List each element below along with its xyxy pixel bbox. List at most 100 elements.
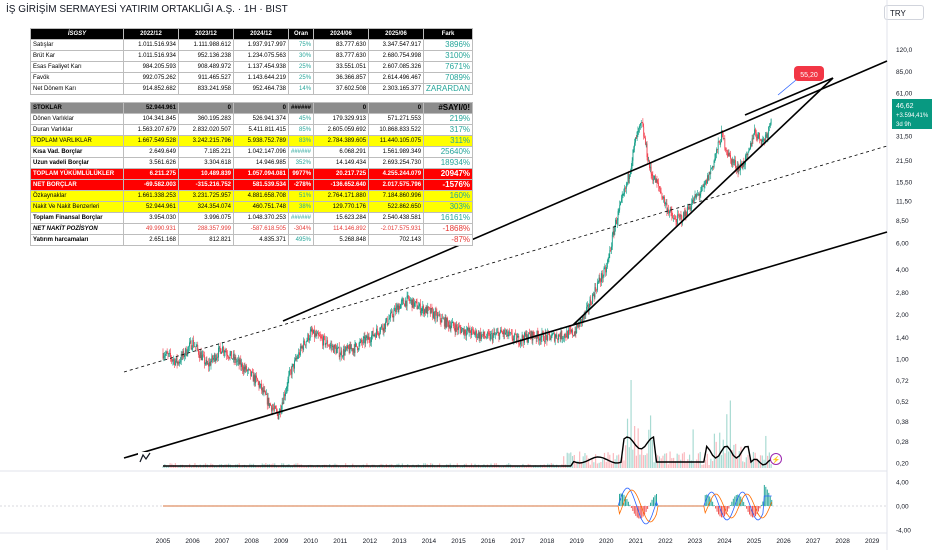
price-candle	[184, 348, 186, 355]
price-candle	[766, 134, 768, 138]
osc-histogram-bar	[757, 506, 759, 512]
wedge-lower-line	[572, 77, 834, 326]
price-candle	[242, 363, 243, 370]
price-candle	[582, 316, 584, 319]
price-candle	[752, 138, 754, 140]
price-candle	[310, 329, 312, 332]
row-value: 6.211.275	[123, 168, 179, 180]
x-tick-label: 2021	[629, 538, 644, 545]
volume-bar	[690, 460, 692, 468]
price-candle	[441, 317, 443, 323]
osc-histogram-bar	[753, 506, 755, 518]
osc-histogram-bar	[725, 506, 727, 515]
volume-bar	[178, 466, 180, 468]
price-candle	[742, 161, 744, 169]
row-value: 36.366.857	[313, 72, 370, 84]
price-candle	[365, 337, 367, 344]
volume-bar	[628, 447, 630, 468]
price-candle	[769, 123, 771, 126]
price-candle	[651, 173, 653, 176]
volume-bar	[589, 464, 591, 468]
price-candle	[729, 152, 731, 156]
price-candle	[640, 123, 641, 126]
price-candle	[373, 334, 375, 336]
price-candle	[679, 215, 681, 217]
price-candle	[747, 152, 749, 156]
price-candle	[505, 329, 507, 333]
currency-selector[interactable]: TRY	[884, 5, 924, 20]
volume-bar	[518, 466, 520, 468]
price-candle	[537, 330, 539, 336]
row-value: 317%	[423, 124, 474, 136]
price-candle	[712, 166, 714, 167]
row-label: Net Dönem Karı	[30, 83, 124, 95]
row-value: -315.216.752	[178, 179, 234, 191]
volume-bar	[765, 435, 767, 468]
volume-bar	[717, 456, 719, 468]
price-candle	[177, 362, 179, 364]
volume-bar	[669, 451, 671, 468]
price-candle	[304, 344, 306, 346]
price-candle	[432, 309, 434, 318]
price-candle	[362, 338, 364, 344]
row-value: 3.304.618	[178, 157, 234, 169]
price-candle	[680, 215, 682, 217]
price-candle	[703, 184, 705, 187]
price-candle	[711, 168, 712, 170]
price-candle	[723, 138, 725, 140]
volume-bar	[435, 466, 437, 468]
svg-text:55,20: 55,20	[800, 72, 818, 79]
price-candle	[570, 330, 572, 332]
price-candle	[193, 340, 195, 347]
price-candle	[606, 267, 607, 273]
price-candle	[759, 139, 761, 141]
price-candle	[247, 368, 249, 371]
y-tick-label: 1,40	[896, 335, 909, 342]
price-candle	[508, 331, 510, 335]
price-candle	[765, 134, 767, 136]
row-value: -587.618.505	[233, 223, 289, 235]
price-candle	[618, 209, 620, 212]
volume-bar	[770, 464, 772, 468]
price-candle	[414, 301, 416, 303]
price-candle	[635, 137, 637, 139]
volume-bar	[619, 460, 622, 468]
volume-bar	[306, 465, 308, 468]
price-candle	[400, 304, 401, 309]
row-value: 1.234.075.563	[233, 50, 289, 62]
price-candle	[676, 221, 678, 225]
x-tick-label: 2009	[274, 538, 289, 545]
signal-line	[163, 489, 773, 523]
price-candle	[629, 174, 631, 179]
price-candle	[392, 315, 394, 318]
price-candle	[307, 334, 309, 341]
price-candle	[430, 308, 432, 314]
osc-histogram-bar	[740, 496, 742, 506]
price-candle	[598, 277, 600, 282]
price-candle	[565, 336, 567, 338]
price-candle	[757, 135, 759, 139]
volume-bar	[644, 455, 646, 468]
price-candle	[442, 317, 444, 319]
price-candle	[482, 331, 484, 335]
price-candle	[380, 327, 382, 333]
row-value: 288.357.999	[178, 223, 234, 235]
price-candle	[206, 359, 208, 364]
volume-bar	[320, 466, 322, 468]
price-candle	[637, 131, 639, 132]
row-value: 360.195.283	[178, 113, 234, 125]
row-value: 1.561.989.349	[368, 146, 425, 158]
price-candle	[213, 354, 215, 358]
row-value: 1.057.094.081	[233, 168, 289, 180]
price-candle	[655, 179, 657, 183]
price-candle	[305, 341, 307, 346]
price-candle	[176, 357, 178, 364]
price-candle	[630, 171, 631, 175]
price-candle	[505, 332, 506, 335]
osc-histogram-bar	[716, 506, 718, 512]
price-candle	[476, 330, 477, 338]
price-candle	[600, 280, 602, 282]
row-value: 526.941.374	[233, 113, 289, 125]
volume-bar	[713, 433, 716, 468]
